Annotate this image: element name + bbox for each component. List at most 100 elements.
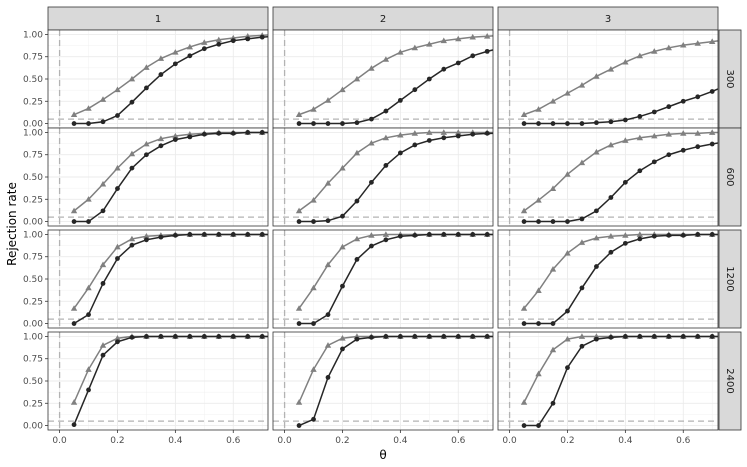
series-point-circle xyxy=(296,423,302,428)
x-tick-label: 0.6 xyxy=(676,436,691,446)
series-point-triangle xyxy=(368,65,375,71)
series-point-circle xyxy=(245,232,251,237)
series-point-triangle xyxy=(70,305,78,311)
y-tick-label: 1.00 xyxy=(23,128,43,138)
series-point-circle xyxy=(129,334,135,340)
series-point-circle xyxy=(441,66,447,72)
series-point-circle xyxy=(651,334,657,339)
series-point-triangle xyxy=(324,342,332,348)
y-tick-label: 0.25 xyxy=(23,195,43,205)
series-point-circle xyxy=(637,168,643,174)
series-point-circle xyxy=(115,113,120,118)
series-point-circle xyxy=(115,256,120,261)
series-point-triangle xyxy=(636,52,644,59)
row-strip-label: 600 xyxy=(724,167,735,186)
series-point-circle xyxy=(201,131,207,137)
series-point-triangle xyxy=(70,399,78,405)
series-point-circle xyxy=(259,130,265,135)
series-point-circle xyxy=(230,38,236,44)
series-point-circle xyxy=(259,334,265,339)
series-point-circle xyxy=(158,334,164,339)
y-tick-label: 0.00 xyxy=(23,422,43,432)
series-point-triangle xyxy=(85,196,92,202)
row-strip-label: 300 xyxy=(724,69,735,88)
series-point-circle xyxy=(187,134,193,140)
panel xyxy=(497,29,719,129)
series-point-triangle xyxy=(353,75,361,82)
panel-border xyxy=(272,127,494,227)
series-point-triangle xyxy=(520,111,528,118)
series-point-triangle xyxy=(70,207,78,214)
panels-layer: 1 2 3300600120024000.000.250.500.751.000.0… xyxy=(23,6,742,446)
series-point-triangle xyxy=(295,207,303,214)
series-point-triangle xyxy=(99,261,107,268)
series-point-circle xyxy=(296,321,302,326)
series-point-circle xyxy=(426,232,432,237)
series-point-circle xyxy=(594,120,599,126)
series-point-circle xyxy=(426,138,432,143)
series-point-circle xyxy=(666,232,672,238)
series-point-triangle xyxy=(694,130,701,136)
series-point-circle xyxy=(216,232,222,237)
series-point-triangle xyxy=(295,305,303,311)
series-point-triangle xyxy=(310,196,317,203)
series-point-circle xyxy=(383,334,389,339)
series-point-triangle xyxy=(310,366,317,372)
series-point-triangle xyxy=(709,38,716,44)
panel-border xyxy=(497,229,719,329)
series-point-triangle xyxy=(535,106,542,112)
series-point-circle xyxy=(172,61,178,67)
column-strip-label: 1 xyxy=(155,14,161,25)
series-point-circle xyxy=(622,179,628,185)
y-tick-label: 1.00 xyxy=(23,30,43,40)
panel xyxy=(497,331,719,431)
y-tick-label: 0.75 xyxy=(23,53,43,63)
series-point-circle xyxy=(129,242,135,248)
series-point-circle xyxy=(369,179,374,185)
series-point-triangle xyxy=(85,284,92,291)
x-tick-label: 0.0 xyxy=(502,436,517,446)
series-point-triangle xyxy=(549,266,557,272)
series-point-circle xyxy=(470,232,476,237)
series-point-triangle xyxy=(143,140,150,147)
series-point-triangle xyxy=(128,150,136,157)
series-point-circle xyxy=(637,334,643,339)
series-point-triangle xyxy=(578,82,586,88)
series-point-circle xyxy=(536,423,541,428)
series-point-circle xyxy=(521,121,527,126)
panel-plot-area xyxy=(48,332,268,430)
series-point-triangle xyxy=(114,243,121,250)
series-point-triangle xyxy=(593,73,600,79)
series-point-triangle xyxy=(484,33,491,39)
series-point-circle xyxy=(608,249,614,255)
series-point-triangle xyxy=(201,39,208,45)
series-point-circle xyxy=(129,99,135,105)
series-point-circle xyxy=(325,218,331,224)
series-point-circle xyxy=(484,48,490,54)
series-point-circle xyxy=(100,119,106,125)
series-point-circle xyxy=(369,243,374,249)
panel-plot-area xyxy=(273,30,493,128)
series-point-circle xyxy=(230,334,236,339)
series-point-triangle xyxy=(368,139,375,146)
series-point-circle xyxy=(245,36,251,42)
series-point-triangle xyxy=(85,105,92,111)
series-point-triangle xyxy=(440,37,447,44)
x-tick-label: 0.6 xyxy=(226,436,241,446)
series-point-circle xyxy=(579,216,585,222)
series-point-circle xyxy=(100,352,106,358)
series-point-circle xyxy=(412,334,418,339)
series-point-circle xyxy=(579,343,585,349)
series-point-circle xyxy=(666,104,672,110)
series-point-circle xyxy=(86,387,91,393)
series-point-circle xyxy=(709,334,715,339)
series-point-circle xyxy=(441,334,447,339)
series-point-circle xyxy=(369,334,374,340)
series-point-circle xyxy=(594,336,599,342)
series-point-triangle xyxy=(128,75,136,82)
series-point-circle xyxy=(340,213,345,219)
series-point-circle xyxy=(521,423,527,428)
series-point-circle xyxy=(259,34,265,40)
x-axis-title: θ xyxy=(379,448,386,462)
series-point-circle xyxy=(484,232,490,237)
